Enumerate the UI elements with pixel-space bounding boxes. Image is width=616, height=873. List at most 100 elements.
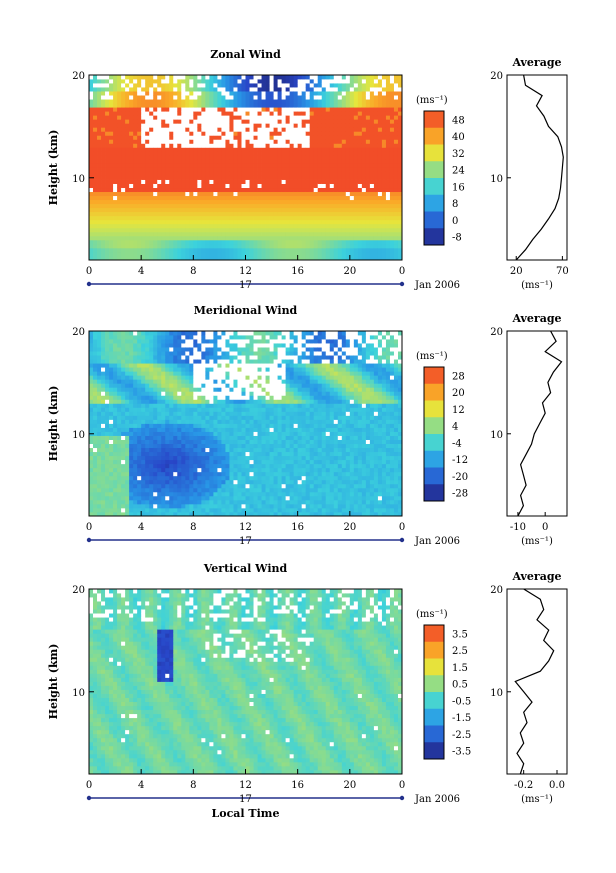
heatmap-cell bbox=[181, 131, 186, 136]
heatmap-cell bbox=[157, 135, 162, 140]
heatmap-cell bbox=[113, 219, 118, 225]
heatmap-cell bbox=[141, 251, 146, 257]
heatmap-cell bbox=[265, 227, 270, 233]
heatmap-cell bbox=[97, 171, 102, 176]
heatmap-cell bbox=[101, 219, 106, 225]
heatmap-cell bbox=[145, 119, 150, 124]
heatmap-cell bbox=[173, 139, 178, 144]
heatmap-cell bbox=[125, 463, 130, 469]
heatmap-cell bbox=[169, 431, 174, 436]
heatmap-cell bbox=[233, 223, 238, 229]
heatmap-cell bbox=[133, 503, 138, 509]
heatmap-cell bbox=[145, 211, 150, 217]
heatmap-cell bbox=[113, 387, 118, 392]
heatmap-cell bbox=[141, 371, 146, 376]
heatmap-cell bbox=[225, 119, 230, 124]
heatmap-cell bbox=[137, 479, 142, 485]
heatmap-cell bbox=[177, 115, 182, 120]
heatmap-cell bbox=[265, 87, 270, 92]
heatmap-cell bbox=[229, 119, 234, 124]
heatmap-cell bbox=[181, 431, 186, 436]
heatmap-cell bbox=[381, 123, 387, 128]
heatmap-cell bbox=[309, 115, 315, 120]
heatmap-cell bbox=[189, 491, 194, 497]
heatmap-cell bbox=[165, 399, 170, 404]
heatmap-cell bbox=[169, 99, 174, 104]
heatmap-cell bbox=[141, 95, 146, 100]
heatmap-cell bbox=[197, 483, 202, 489]
heatmap-cell bbox=[141, 155, 146, 160]
heatmap-cell bbox=[289, 175, 295, 180]
heatmap-cell bbox=[105, 251, 110, 257]
heatmap-cell bbox=[217, 119, 222, 124]
heatmap-cell bbox=[189, 91, 194, 96]
heatmap-cell bbox=[89, 467, 94, 473]
heatmap-cell bbox=[93, 455, 98, 461]
heatmap-cell bbox=[133, 431, 138, 436]
heatmap-cell bbox=[341, 191, 347, 197]
heatmap-cell bbox=[257, 195, 262, 201]
heatmap-cell bbox=[333, 179, 339, 184]
heatmap-cell bbox=[261, 223, 266, 229]
heatmap-cell bbox=[397, 111, 403, 116]
heatmap-cell bbox=[305, 239, 311, 245]
heatmap-cell bbox=[149, 79, 154, 84]
heatmap-cell bbox=[221, 235, 226, 241]
heatmap-cell bbox=[101, 103, 106, 108]
heatmap-cell bbox=[149, 183, 154, 189]
heatmap-cell bbox=[293, 235, 299, 241]
heatmap-cell bbox=[149, 87, 154, 92]
colorbar-segment bbox=[424, 144, 444, 162]
heatmap-cell bbox=[253, 215, 258, 221]
heatmap-cell bbox=[189, 435, 194, 440]
heatmap-cell bbox=[97, 355, 102, 360]
heatmap-cell bbox=[129, 391, 134, 396]
heatmap-cell bbox=[229, 171, 234, 176]
heatmap-cell bbox=[185, 411, 190, 416]
heatmap-cell bbox=[125, 375, 130, 380]
heatmap-cell bbox=[169, 107, 174, 112]
heatmap-cell bbox=[301, 107, 307, 112]
heatmap-cell bbox=[397, 87, 403, 92]
heatmap-cell bbox=[153, 115, 158, 120]
heatmap-cell bbox=[185, 151, 190, 156]
heatmap-cell bbox=[213, 219, 218, 225]
heatmap-cell bbox=[197, 447, 202, 453]
heatmap-cell bbox=[181, 443, 186, 449]
heatmap-cell bbox=[265, 187, 270, 193]
heatmap-cell bbox=[329, 127, 335, 132]
heatmap-cell bbox=[369, 211, 375, 217]
heatmap-cell bbox=[185, 111, 190, 116]
heatmap-cell bbox=[365, 147, 371, 152]
heatmap-cell bbox=[349, 99, 355, 104]
heatmap-cell bbox=[141, 439, 146, 445]
heatmap-cell bbox=[201, 147, 206, 152]
heatmap-cell bbox=[141, 219, 146, 225]
heatmap-cell bbox=[273, 183, 278, 189]
heatmap-cell bbox=[253, 119, 258, 124]
heatmap-cell bbox=[101, 503, 106, 509]
heatmap-cell bbox=[193, 359, 198, 364]
heatmap-cell bbox=[125, 371, 130, 376]
heatmap-cell bbox=[137, 195, 142, 201]
heatmap-cell bbox=[257, 179, 262, 184]
heatmap-cell bbox=[173, 215, 178, 221]
heatmap-cell bbox=[345, 239, 351, 245]
heatmap-cell bbox=[125, 171, 130, 176]
heatmap-cell bbox=[201, 207, 206, 213]
heatmap-cell bbox=[313, 103, 319, 108]
heatmap-cell bbox=[125, 411, 130, 416]
heatmap-cell bbox=[189, 471, 194, 477]
heatmap-cell bbox=[317, 155, 323, 160]
heatmap-cell bbox=[249, 227, 254, 233]
heatmap-cell bbox=[93, 443, 98, 449]
heatmap-cell bbox=[89, 479, 94, 485]
heatmap-cell bbox=[101, 151, 106, 156]
heatmap-cell bbox=[137, 503, 142, 509]
heatmap-cell bbox=[101, 207, 106, 213]
heatmap-cell bbox=[365, 155, 371, 160]
heatmap-cell bbox=[97, 415, 102, 420]
heatmap-cell bbox=[281, 155, 287, 160]
heatmap-cell bbox=[173, 367, 178, 372]
heatmap-cell bbox=[129, 407, 134, 412]
